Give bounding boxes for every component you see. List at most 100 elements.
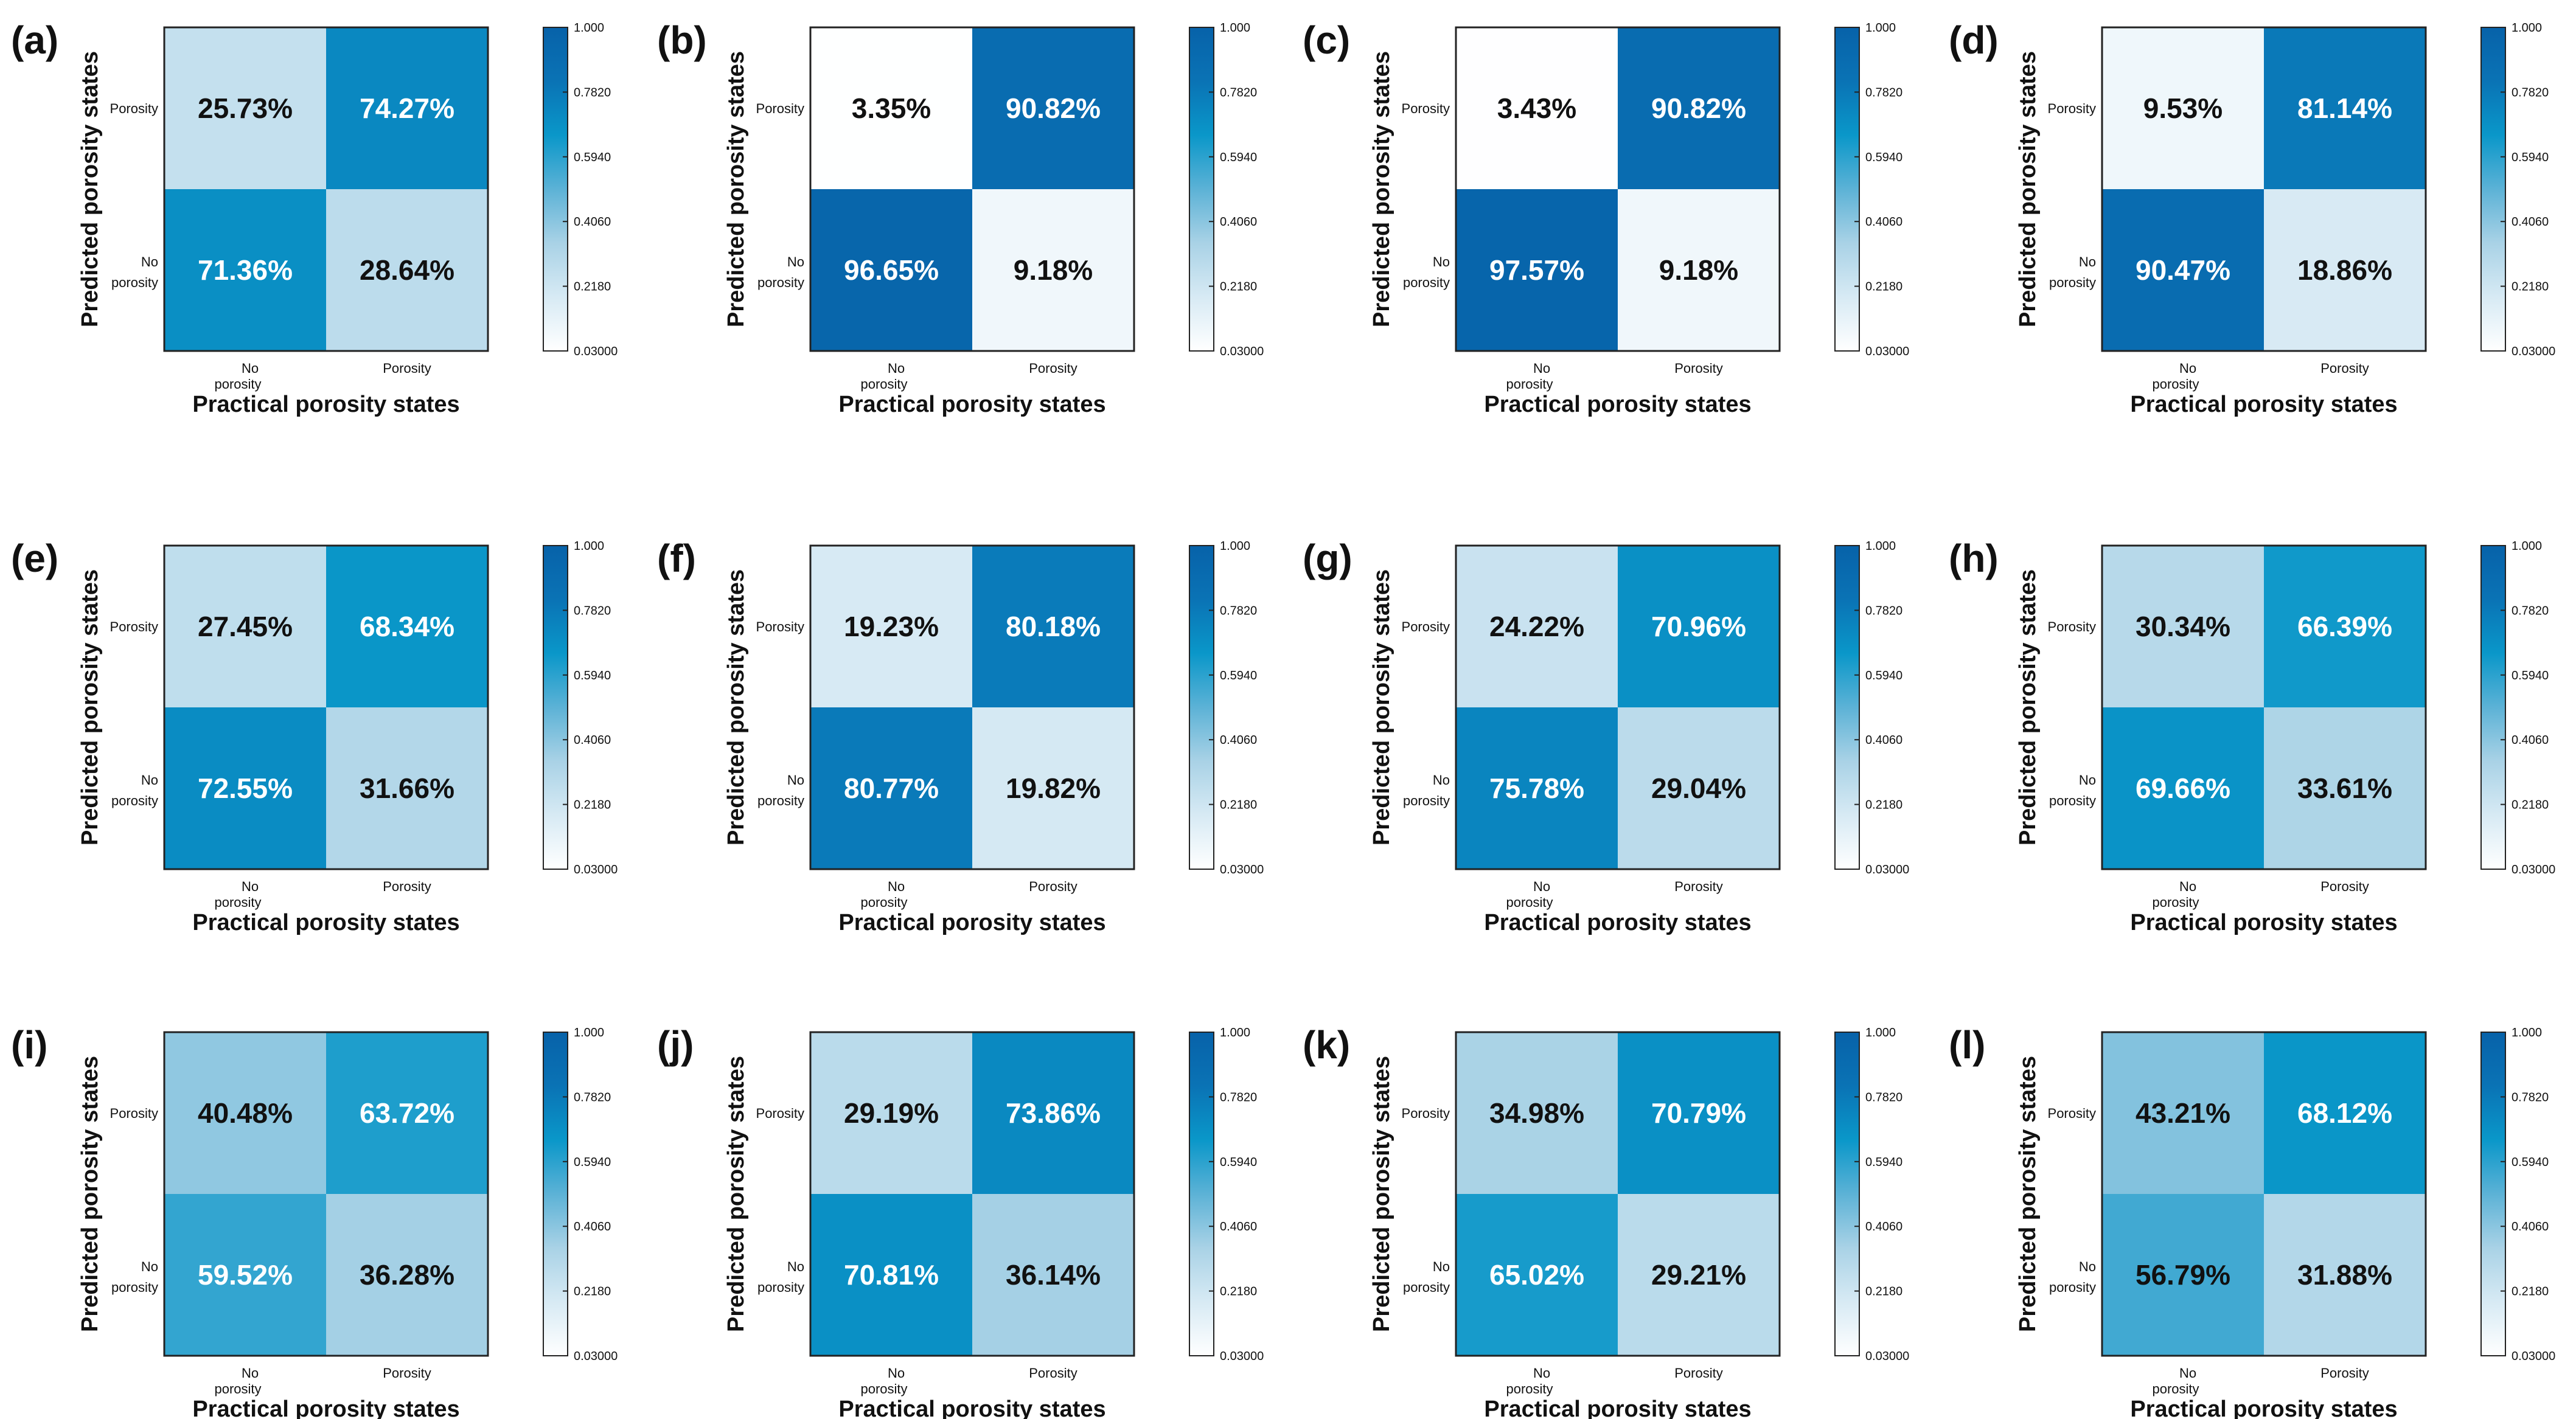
heatmap-cell: [164, 1194, 326, 1356]
x-tick-label: porosity: [1506, 1381, 1553, 1396]
x-tick-label: porosity: [214, 895, 261, 910]
heatmap-cell: [2102, 1194, 2264, 1356]
colorbar-tick-label: 0.4060: [1865, 734, 1902, 747]
y-tick-label: porosity: [111, 275, 158, 290]
x-tick-label: Porosity: [383, 1365, 431, 1381]
colorbar-tick-label: 0.7820: [574, 86, 611, 99]
x-tick-label: Porosity: [383, 879, 431, 894]
colorbar-tick-label: 0.03000: [2512, 1350, 2555, 1363]
y-tick-label: No: [787, 1259, 804, 1274]
colorbar: [1189, 1032, 1214, 1356]
x-tick-label: porosity: [860, 376, 907, 392]
panel-label: (j): [657, 1023, 694, 1067]
x-tick-label: No: [888, 1365, 905, 1381]
panel-label: (d): [1949, 18, 1999, 62]
heatmap-cell: [810, 1032, 972, 1194]
heatmap-cell: [326, 707, 488, 869]
cell-value: 40.48%: [198, 1097, 293, 1129]
plot-frame: [2101, 26, 2427, 352]
colorbar-tick-label: 0.5940: [1220, 1156, 1257, 1169]
y-tick-label: No: [141, 254, 158, 269]
colorbar-tick-label: 0.7820: [1220, 1091, 1257, 1104]
colorbar-tick-label: 0.03000: [574, 345, 618, 358]
y-tick-label: Porosity: [756, 619, 804, 634]
heatmap-cell: [972, 27, 1134, 189]
x-tick-label: Porosity: [1674, 361, 1722, 376]
colorbar-tick-label: 0.2180: [574, 280, 611, 294]
y-tick-label: No: [1433, 254, 1450, 269]
colorbar: [2480, 27, 2506, 352]
heatmap-cell: [2102, 1032, 2264, 1194]
panel-label: (a): [11, 18, 58, 62]
cell-value: 31.88%: [2297, 1259, 2392, 1291]
cell-value: 80.77%: [844, 772, 939, 804]
cell-value: 29.21%: [1651, 1259, 1746, 1291]
cell-value: 80.18%: [1006, 611, 1101, 642]
heatmap-cell: [972, 1032, 1134, 1194]
x-tick-label: Porosity: [1674, 1365, 1722, 1381]
panel-label: (g): [1303, 536, 1352, 580]
cell-value: 74.27%: [360, 92, 454, 124]
colorbar-tick-label: 1.000: [1220, 539, 1250, 553]
colorbar-tick-label: 1.000: [574, 539, 604, 553]
x-tick-label: No: [242, 1365, 259, 1381]
heatmap-cell: [326, 1032, 488, 1194]
x-axis-title: Practical porosity states: [192, 1396, 459, 1419]
y-axis-title: Predicted porosity states: [2015, 51, 2041, 327]
heatmap-cell: [1618, 1032, 1780, 1194]
x-tick-label: porosity: [2152, 1381, 2199, 1396]
panel-label: (h): [1949, 536, 1999, 580]
heatmap-cell: [2264, 189, 2426, 351]
plot-frame: [1455, 544, 1781, 870]
colorbar-tick-label: 0.4060: [574, 1220, 611, 1233]
colorbar-tick-label: 0.5940: [1865, 669, 1902, 682]
y-tick-label: Porosity: [756, 1106, 804, 1121]
cell-value: 68.34%: [360, 611, 454, 642]
x-tick-label: Porosity: [1029, 1365, 1077, 1381]
heatmap-cell: [1456, 189, 1618, 351]
y-tick-label: No: [787, 772, 804, 788]
x-tick-label: No: [1533, 1365, 1550, 1381]
colorbar-tick-label: 1.000: [1865, 539, 1896, 553]
colorbar-tick-label: 0.7820: [2512, 1091, 2549, 1104]
colorbar-tick-label: 0.2180: [574, 799, 611, 812]
colorbar-tick-label: 0.2180: [1220, 799, 1257, 812]
x-axis-title: Practical porosity states: [1484, 1396, 1751, 1419]
cell-value: 90.47%: [2136, 254, 2230, 286]
colorbar-tick-label: 0.2180: [574, 1285, 611, 1299]
plot-frame: [809, 544, 1135, 870]
colorbar-tick-label: 0.03000: [1865, 345, 1909, 358]
colorbar: [2480, 1032, 2506, 1356]
heatmap-cell: [2264, 1194, 2426, 1356]
colorbar-tick-label: 0.5940: [1220, 669, 1257, 682]
colorbar-tick-label: 1.000: [2512, 21, 2542, 35]
heatmap-cell: [972, 189, 1134, 351]
colorbar-tick-label: 0.03000: [1865, 863, 1909, 876]
plot-frame: [163, 544, 489, 870]
cell-value: 66.39%: [2297, 611, 2392, 642]
y-axis-title: Predicted porosity states: [77, 51, 103, 327]
colorbar-tick-label: 0.7820: [1220, 86, 1257, 99]
heatmap-cell: [972, 546, 1134, 707]
cell-value: 18.86%: [2297, 254, 2392, 286]
y-tick-label: porosity: [1403, 793, 1450, 808]
y-tick-label: Porosity: [2048, 619, 2096, 634]
x-axis-title: Practical porosity states: [838, 910, 1105, 935]
y-tick-label: Porosity: [110, 101, 158, 116]
colorbar-tick-label: 0.5940: [1865, 1156, 1902, 1169]
confusion-matrix-panel: (l)43.21% 68.12%56.79% 31.88%PorosityNopor…: [1949, 1023, 2555, 1419]
cell-value: 96.65%: [844, 254, 939, 286]
x-axis-title: Practical porosity states: [192, 910, 459, 935]
heatmap-cell: [326, 189, 488, 351]
x-tick-label: No: [1533, 879, 1550, 894]
x-axis-title: Practical porosity states: [1484, 392, 1751, 417]
heatmap-cell: [164, 189, 326, 351]
colorbar-tick-label: 0.4060: [2512, 215, 2549, 229]
cell-value: 68.12%: [2297, 1097, 2392, 1129]
colorbar-tick-label: 1.000: [574, 21, 604, 35]
confusion-matrix-panel: (g)24.22% 70.96%75.78% 29.04%PorosityNopor…: [1303, 536, 1909, 935]
colorbar-tick-label: 0.4060: [2512, 734, 2549, 747]
panel-label: (e): [11, 536, 58, 580]
colorbar-tick-label: 0.4060: [1865, 1220, 1902, 1233]
plot-frame: [1455, 26, 1781, 352]
